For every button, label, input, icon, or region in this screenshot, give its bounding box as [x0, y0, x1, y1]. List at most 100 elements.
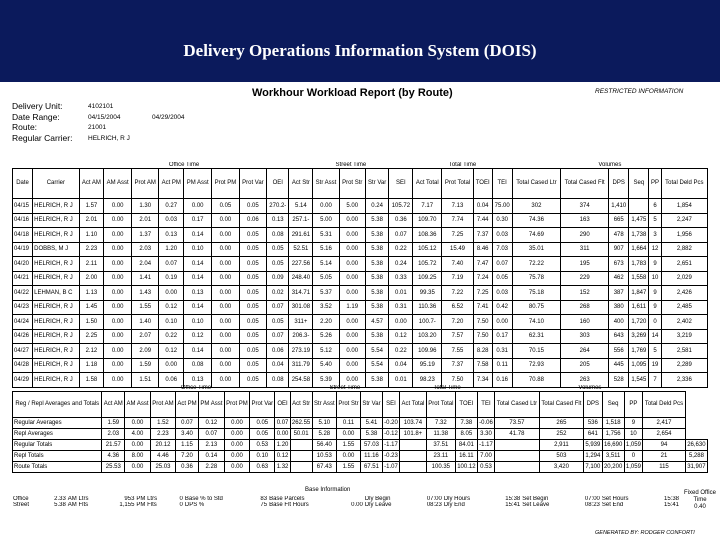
- table-cell: 2.25: [78, 328, 105, 344]
- table-cell: 0.01: [388, 285, 414, 301]
- table-cell: 108.36: [412, 227, 443, 243]
- table-cell: 1.50: [78, 314, 105, 330]
- table-cell: 0.00: [211, 270, 240, 286]
- table-cell: 0.14: [183, 299, 213, 315]
- table-cell: [399, 461, 427, 473]
- table-cell: 25.53: [101, 461, 126, 473]
- table-cell: 311+: [288, 314, 314, 330]
- base-info-cell: AM Ltrs: [67, 496, 89, 502]
- table-cell: 0.06: [266, 343, 290, 359]
- table-cell: 3.40: [174, 428, 200, 440]
- table-cell: 5.38: [364, 299, 390, 315]
- table-cell: 5.05: [312, 270, 340, 286]
- table-cell: 99.35: [412, 285, 443, 301]
- table-cell: 2,029: [660, 270, 709, 286]
- table-cell: 0.07: [266, 328, 290, 344]
- table-cell: 74.69: [511, 227, 562, 243]
- table-cell: HELRICH, R J: [32, 372, 80, 388]
- column-header: Total Cased Flt: [560, 168, 610, 199]
- table-cell: 2,417: [642, 417, 686, 429]
- table-cell: 0.05: [238, 343, 268, 359]
- table-cell: 67.51: [360, 461, 383, 473]
- table-cell: 1.37: [131, 227, 160, 243]
- table-cell: 7.50: [472, 314, 493, 330]
- table-cell: 0.00: [211, 212, 240, 228]
- table-cell: 1,294: [583, 450, 603, 462]
- table-cell: 5.38: [364, 270, 390, 286]
- fixed-office-time-label: Fixed Office Time: [684, 490, 716, 503]
- table-cell: 0.00: [223, 439, 251, 451]
- table-cell: 25.03: [149, 461, 176, 473]
- table-cell: 0.08: [183, 357, 213, 373]
- table-cell: 5.00: [312, 212, 340, 228]
- table-cell: 0.00: [338, 227, 366, 243]
- table-cell: 10: [623, 428, 644, 440]
- table-cell: 0.05: [238, 227, 268, 243]
- table-cell: 0.08: [266, 372, 290, 388]
- base-info-cell: Street: [13, 502, 30, 508]
- table-cell: 41.78: [494, 428, 540, 440]
- table-cell: HELRICH, R J: [32, 314, 80, 330]
- table-cell: 109.96: [412, 343, 443, 359]
- table-cell: 1.51: [131, 372, 160, 388]
- table-cell: 0.00: [211, 299, 240, 315]
- table-cell: 04/21: [11, 270, 34, 286]
- table-cell: 0.22: [158, 328, 185, 344]
- table-cell: 04/18: [11, 227, 34, 243]
- table-cell: 0.19: [158, 270, 185, 286]
- column-header: Prot PM: [223, 391, 251, 418]
- table-cell: 478: [608, 227, 630, 243]
- table-cell: 0.05: [238, 285, 268, 301]
- table-cell: 16.11: [454, 450, 478, 462]
- table-cell: 9: [648, 256, 662, 272]
- table-cell: 0.06: [158, 372, 185, 388]
- base-info-title: Base Information: [305, 487, 351, 493]
- table-cell: -1.17: [476, 439, 496, 451]
- table-cell: 0.05: [238, 241, 268, 257]
- table-cell: 257.1-: [288, 212, 314, 228]
- base-info-cell: DPS %: [184, 502, 205, 508]
- table-cell: 04/29: [11, 372, 34, 388]
- table-cell: 0.00: [158, 285, 185, 301]
- base-info-cell: PM Ltrs: [136, 496, 158, 502]
- table-cell: 115: [642, 461, 686, 473]
- base-info-cell: 2.33: [54, 496, 66, 502]
- table-cell: 0.07: [198, 428, 225, 440]
- table-cell: 1,854: [660, 198, 709, 214]
- fixed-office-time-value: 0.40: [694, 504, 706, 510]
- table-cell: 5.54: [364, 357, 390, 373]
- table-cell: 109.25: [412, 270, 443, 286]
- table-cell: 9: [623, 417, 644, 429]
- column-header: DPS: [608, 168, 630, 199]
- info-label: Route:: [12, 122, 38, 132]
- table-cell: 263: [560, 372, 610, 388]
- table-cell: 314.71: [288, 285, 314, 301]
- group-volumes: Volumes: [598, 162, 622, 168]
- base-info-cell: 1,155: [119, 502, 135, 508]
- column-header: Act PM: [158, 168, 185, 199]
- table-cell: 80.75: [511, 299, 562, 315]
- table-cell: 0.10: [183, 314, 213, 330]
- table-cell: 74.10: [511, 314, 562, 330]
- table-cell: 75.78: [511, 270, 562, 286]
- base-info-cell: Set Hours: [601, 496, 629, 502]
- table-cell: 301.08: [288, 299, 314, 315]
- table-cell: 2,911: [538, 439, 585, 451]
- table-row: 04/19 DOBBS, M J 2.23 0.00 2.03 1.20 0.10 0.00 0…: [11, 241, 709, 257]
- base-info-cell: Base % to Std: [184, 496, 223, 502]
- table-cell: 5.38: [364, 227, 390, 243]
- group-volumes: Volumes: [578, 385, 602, 391]
- table-cell: 101.8+: [399, 428, 427, 440]
- table-cell: 0.05: [266, 241, 290, 257]
- table-cell: 7.41: [472, 299, 493, 315]
- table-cell: 100.12: [454, 461, 478, 473]
- table-cell: [399, 450, 427, 462]
- table-cell: 2,654: [642, 428, 686, 440]
- column-header: Str Asst: [312, 168, 340, 199]
- table-cell: 04/16: [11, 212, 34, 228]
- table-cell: 7.00: [476, 450, 496, 462]
- table-cell: 0: [623, 450, 644, 462]
- table-cell: 04/20: [11, 256, 34, 272]
- base-info-cell: Dly Begin: [364, 496, 391, 502]
- table-cell: 0.00: [103, 299, 133, 315]
